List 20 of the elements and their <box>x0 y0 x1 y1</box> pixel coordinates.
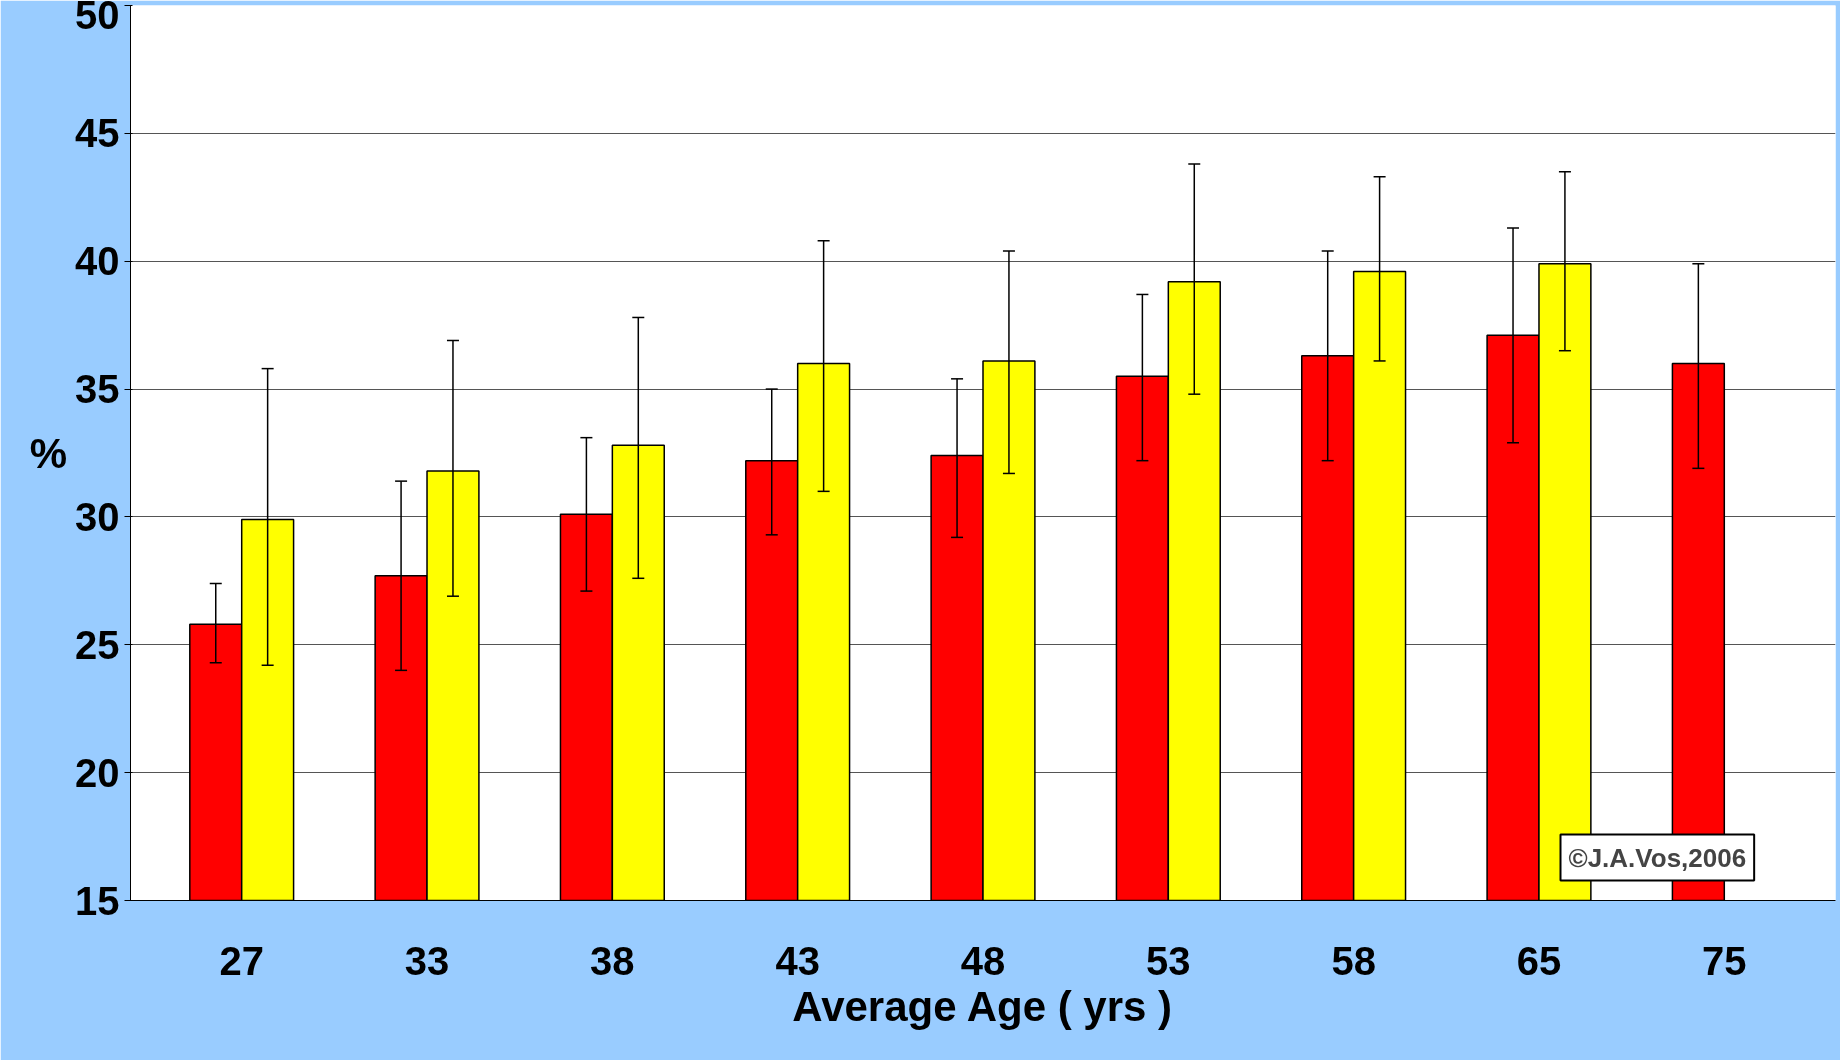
x-tick-label: 75 <box>1702 938 1747 983</box>
y-tick-label: 20 <box>75 750 120 795</box>
y-tick-label: 45 <box>75 111 120 156</box>
x-tick-label: 43 <box>775 938 820 983</box>
y-tick-label: 15 <box>75 878 120 923</box>
x-axis-title: Average Age ( yrs ) <box>792 982 1173 1030</box>
y-tick-label: 25 <box>75 622 120 667</box>
x-tick-label: 27 <box>219 938 264 983</box>
y-axis-title: % <box>29 429 68 477</box>
annotation: ©J.A.Vos,2006 <box>1568 842 1747 873</box>
y-tick-label: 30 <box>75 494 120 539</box>
x-tick-label: 33 <box>404 938 450 983</box>
x-tick-label: 48 <box>960 938 1006 983</box>
x-tick-label: 53 <box>1146 938 1191 983</box>
x-tick-label: 38 <box>590 938 635 983</box>
y-tick-label: 35 <box>75 367 120 412</box>
x-tick-label: 58 <box>1331 938 1376 983</box>
y-tick-label: 50 <box>75 0 120 37</box>
y-tick-label: 40 <box>75 239 120 284</box>
x-tick-label: 65 <box>1516 938 1562 983</box>
